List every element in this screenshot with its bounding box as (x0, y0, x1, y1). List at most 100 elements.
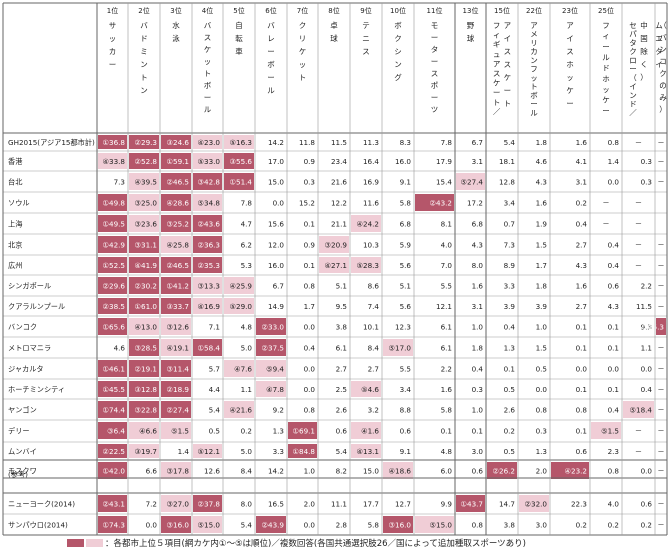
cell-value: 5.8 (400, 199, 412, 208)
highlight-cell (98, 257, 127, 273)
cell-value: 0.4 (608, 261, 620, 270)
sport-label-char: ス (431, 69, 439, 78)
cell-value: 5.1 (400, 282, 411, 291)
cell-value: 6.0 (441, 467, 453, 476)
cell-value: 0.8 (536, 406, 548, 415)
sport-label-char: モ (431, 21, 439, 30)
sport-label-char: リ (530, 38, 538, 47)
cell-value: 6.7 (472, 138, 483, 147)
cell-value: 9.5 (336, 302, 347, 311)
reference-label: (参考) (8, 470, 28, 479)
sport-label-char: ギ (493, 40, 501, 49)
highlight-cell (129, 135, 159, 149)
highlight-cell (656, 318, 666, 335)
sport-label-char: ル (602, 53, 610, 62)
cell-value: － (657, 282, 664, 291)
highlight-cell (519, 495, 549, 512)
sport-label-char: ィ (602, 32, 610, 41)
cell-value: ③24.6 (167, 138, 190, 147)
rank-label: 3位 (170, 6, 181, 15)
cell-value: 5.5 (400, 365, 411, 374)
sport-label-char: ケ (504, 73, 512, 82)
sport-label-char: ／ (629, 108, 637, 117)
cell-value: ①74.4 (103, 406, 126, 415)
sport-label-char: ン (629, 91, 637, 100)
sport-label-char: メ (530, 30, 538, 39)
cell-value: 1.1 (241, 385, 252, 394)
cell-value: 0.1 (304, 220, 315, 229)
cell-value: 0.0 (304, 365, 316, 374)
cell-value: － (602, 220, 609, 229)
cell-value: 15.2 (299, 199, 315, 208)
cell-value: 0.3 (304, 178, 315, 187)
cell-value: ③25.0 (135, 199, 158, 208)
cell-value: 0.3 (472, 385, 483, 394)
cell-value: 2.2 (441, 365, 452, 374)
cell-value: ①74.3 (103, 521, 125, 530)
sport-label-char: 国 (640, 34, 648, 43)
sport-label-char: 野 (467, 21, 475, 30)
highlight-cell (98, 381, 127, 397)
cell-value: 0.3 (641, 157, 652, 166)
cell-value: 0.3 (641, 178, 652, 187)
rank-label: 11位 (427, 6, 443, 15)
cell-value: 0.1 (608, 385, 619, 394)
cell-value: － (657, 427, 664, 436)
sport-label-char: シ (394, 47, 402, 56)
highlight-cell (193, 215, 222, 232)
cell-value: － (657, 467, 664, 476)
cell-value: ④18.6 (389, 467, 412, 476)
cell-value: － (657, 241, 664, 250)
cell-value: ③11.4 (167, 365, 190, 374)
highlight-cell (256, 318, 286, 335)
sport-label-char: 中 (640, 20, 648, 30)
cell-value: － (657, 447, 664, 456)
cell-value: ③25.2 (167, 220, 189, 229)
sport-label-char: ー (566, 99, 574, 108)
highlight-cell (415, 516, 454, 533)
cell-value: 8.1 (441, 220, 452, 229)
cell-value: 0.1 (576, 427, 587, 436)
rank-label: 25位 (598, 6, 614, 15)
rank-label: 4位 (202, 6, 213, 15)
cell-value: 2.7 (368, 365, 379, 374)
cell-value: ②35.3 (198, 261, 220, 270)
cell-value: ①49.8 (103, 199, 126, 208)
sport-label-char: ミ (140, 47, 148, 56)
cell-value: 2.5 (336, 385, 347, 394)
cell-value: ②22.5 (103, 447, 125, 456)
highlight-cell (98, 401, 127, 418)
cell-value: ⑤12.1 (198, 447, 220, 456)
sport-label-char: サ (109, 21, 117, 30)
cell-value: － (657, 178, 664, 187)
highlight-cell (319, 236, 349, 253)
sport-label-char: タ (431, 45, 439, 54)
cell-value: 0.0 (304, 521, 316, 530)
sport-label-char: ア (566, 21, 574, 30)
row-label: ヤンゴン (8, 406, 37, 415)
cell-value: ③16.0 (167, 521, 190, 530)
cell-value: ③27.0 (167, 500, 190, 509)
sport-label-char: ッ (566, 73, 574, 82)
cell-value: 9.9 (441, 500, 453, 509)
highlight-cell (161, 422, 191, 439)
highlight-cell (98, 215, 127, 232)
sport-label-char: ー (530, 100, 538, 109)
cell-value: ②43.6 (198, 220, 221, 229)
cell-value: 0.8 (304, 406, 316, 415)
highlight-cell (129, 318, 159, 335)
cell-value: 6.8 (472, 220, 484, 229)
cell-value: 3.4 (504, 199, 516, 208)
row-label: バンコク (8, 323, 37, 332)
cell-value: 7.3 (504, 241, 515, 250)
cell-value: ③6.4 (107, 427, 125, 436)
highlight-cell (383, 462, 413, 479)
highlight-cell (98, 462, 127, 479)
sport-label-char: コ (659, 57, 667, 66)
cell-value: ⑤29.0 (230, 302, 253, 311)
cell-value: 5.5 (441, 282, 452, 291)
sport-label-char: ト (493, 98, 501, 107)
cell-value: 1.6 (536, 199, 548, 208)
row-label: メトロマニラ (8, 344, 51, 353)
sport-label-char: ト (140, 73, 148, 82)
